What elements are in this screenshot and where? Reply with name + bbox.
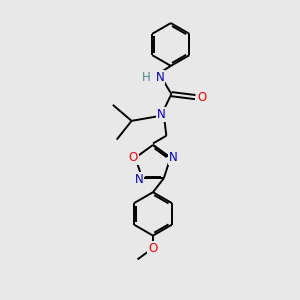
Text: O: O: [128, 151, 138, 164]
Text: N: N: [169, 151, 178, 164]
Text: N: N: [155, 71, 164, 84]
Text: H: H: [142, 71, 151, 84]
Text: N: N: [157, 108, 166, 122]
Text: O: O: [148, 242, 158, 255]
Text: N: N: [135, 173, 143, 186]
Text: O: O: [197, 91, 206, 103]
